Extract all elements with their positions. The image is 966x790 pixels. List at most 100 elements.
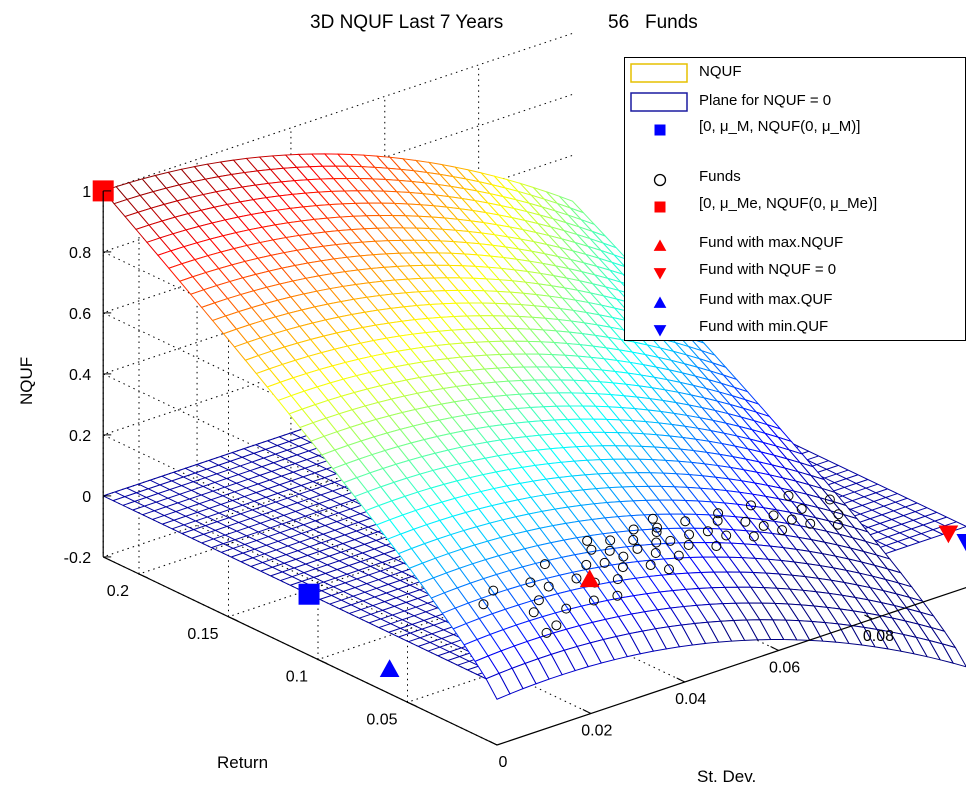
legend-symbol-nquf_zero xyxy=(653,268,667,280)
legend-symbol-funds xyxy=(653,173,667,187)
y-tick-label: 0.2 xyxy=(107,583,129,600)
fund-point xyxy=(628,524,639,535)
legend: NQUF Plane for NQUF = 0 [0, μ_M, NQUF(0, μ… xyxy=(624,57,966,341)
legend-marker xyxy=(653,296,667,308)
fund-point xyxy=(712,515,723,526)
y-axis-line xyxy=(102,556,498,746)
fund-point xyxy=(651,537,662,548)
x-tick-label: 0.04 xyxy=(675,691,706,708)
fund-point xyxy=(478,599,489,610)
fund-point xyxy=(617,562,628,573)
y-tick xyxy=(228,616,238,622)
fund-point xyxy=(777,525,788,536)
fund-point xyxy=(582,535,593,546)
fund-points xyxy=(478,490,844,638)
y-axis-label: Return xyxy=(217,753,268,772)
legend-symbol-max_quf xyxy=(653,296,667,308)
highlight-markers xyxy=(92,180,966,677)
fund-point xyxy=(673,550,684,561)
fund-point xyxy=(740,516,751,527)
legend-marker xyxy=(653,239,667,251)
legend-item-max_nquf: Fund with max.NQUF xyxy=(625,232,965,254)
legend-swatch xyxy=(630,63,688,83)
axes: -0.2 0 0.2 0.4 0.6 0.8 1 0.05 0.1 0.15 0.2 0 0.02 0.0… xyxy=(64,184,966,771)
fund-point xyxy=(713,508,724,519)
fund-count: 56 xyxy=(608,12,629,33)
legend-item-max_quf: Fund with max.QUF xyxy=(625,289,965,311)
legend-label: NQUF xyxy=(699,63,742,80)
fund-point xyxy=(783,490,794,501)
fund-point xyxy=(684,529,695,540)
legend-symbol-market xyxy=(654,124,666,136)
fund-point xyxy=(683,540,694,551)
fund-point xyxy=(588,595,599,606)
legend-label: Plane for NQUF = 0 xyxy=(699,92,832,109)
x-tick-label: 0.08 xyxy=(863,628,894,645)
fund-point xyxy=(571,573,582,584)
fund_min_quf xyxy=(956,534,966,552)
z-tick-label: 0.2 xyxy=(69,428,91,445)
fund-point xyxy=(702,526,713,537)
legend-marker xyxy=(653,173,667,187)
y-tick-label: 0.15 xyxy=(187,626,218,643)
fund-point xyxy=(805,518,816,529)
fund-point xyxy=(528,607,539,618)
fund-point xyxy=(665,535,676,546)
fund-point xyxy=(599,557,610,568)
fund-point xyxy=(651,527,662,538)
legend-marker xyxy=(653,268,667,280)
fund-point xyxy=(525,577,536,588)
z-tick-label: 0 xyxy=(82,489,91,506)
fund-point xyxy=(561,603,572,614)
fund-point xyxy=(541,627,552,638)
fund-point xyxy=(650,548,661,558)
fund-point xyxy=(721,530,732,541)
legend-item-funds: Funds xyxy=(625,166,965,188)
x-tick xyxy=(864,614,873,620)
fund-point xyxy=(796,503,807,514)
fund-point xyxy=(758,520,769,531)
fund_max_quf xyxy=(379,659,400,677)
fund-point xyxy=(645,560,656,571)
fund-count-label: Funds xyxy=(645,12,698,33)
fund-point xyxy=(628,534,639,545)
market_point xyxy=(298,583,320,605)
z-axis-label: NQUF xyxy=(17,357,36,405)
x-tick-label: 0.06 xyxy=(769,660,800,677)
fund-point xyxy=(612,590,623,601)
fund-point xyxy=(632,543,643,554)
z-tick-label: 1 xyxy=(82,184,91,201)
y-tick-label: 0.05 xyxy=(366,711,397,728)
surface-cell xyxy=(941,643,966,668)
fund-point xyxy=(711,541,722,552)
fund-point xyxy=(586,544,597,555)
fund-point xyxy=(824,494,835,505)
fund-point xyxy=(680,516,691,527)
legend-symbol-market_e xyxy=(654,201,666,213)
x-tick xyxy=(676,677,685,683)
legend-label: Fund with max.NQUF xyxy=(699,234,844,251)
fund-point xyxy=(488,585,499,596)
legend-item-surface: NQUF xyxy=(625,61,965,83)
legend-item-nquf_zero: Fund with NQUF = 0 xyxy=(625,259,965,281)
z-tick-label: 0.6 xyxy=(69,306,91,323)
fund-point xyxy=(581,559,592,570)
legend-label: [0, μ_Me, NQUF(0, μ_Me)] xyxy=(699,195,878,212)
z-tick-label: 0.8 xyxy=(69,245,91,262)
x-tick xyxy=(488,740,498,746)
fund-point xyxy=(604,545,615,556)
fund-point xyxy=(745,500,756,511)
z-tick-label: 0.4 xyxy=(69,367,91,384)
legend-symbol-surface xyxy=(630,63,688,83)
legend-marker xyxy=(654,124,666,136)
fund-point xyxy=(748,531,759,542)
x-axis-label: St. Dev. xyxy=(697,767,756,786)
x-tick-label: 0 xyxy=(499,754,508,771)
fund-point xyxy=(551,620,562,631)
fund-point xyxy=(833,509,844,520)
y-tick xyxy=(407,701,417,707)
legend-label: Fund with min.QUF xyxy=(699,318,829,335)
legend-symbol-plane xyxy=(630,92,688,112)
chart-title: 3D NQUF Last 7 Years xyxy=(310,12,503,33)
